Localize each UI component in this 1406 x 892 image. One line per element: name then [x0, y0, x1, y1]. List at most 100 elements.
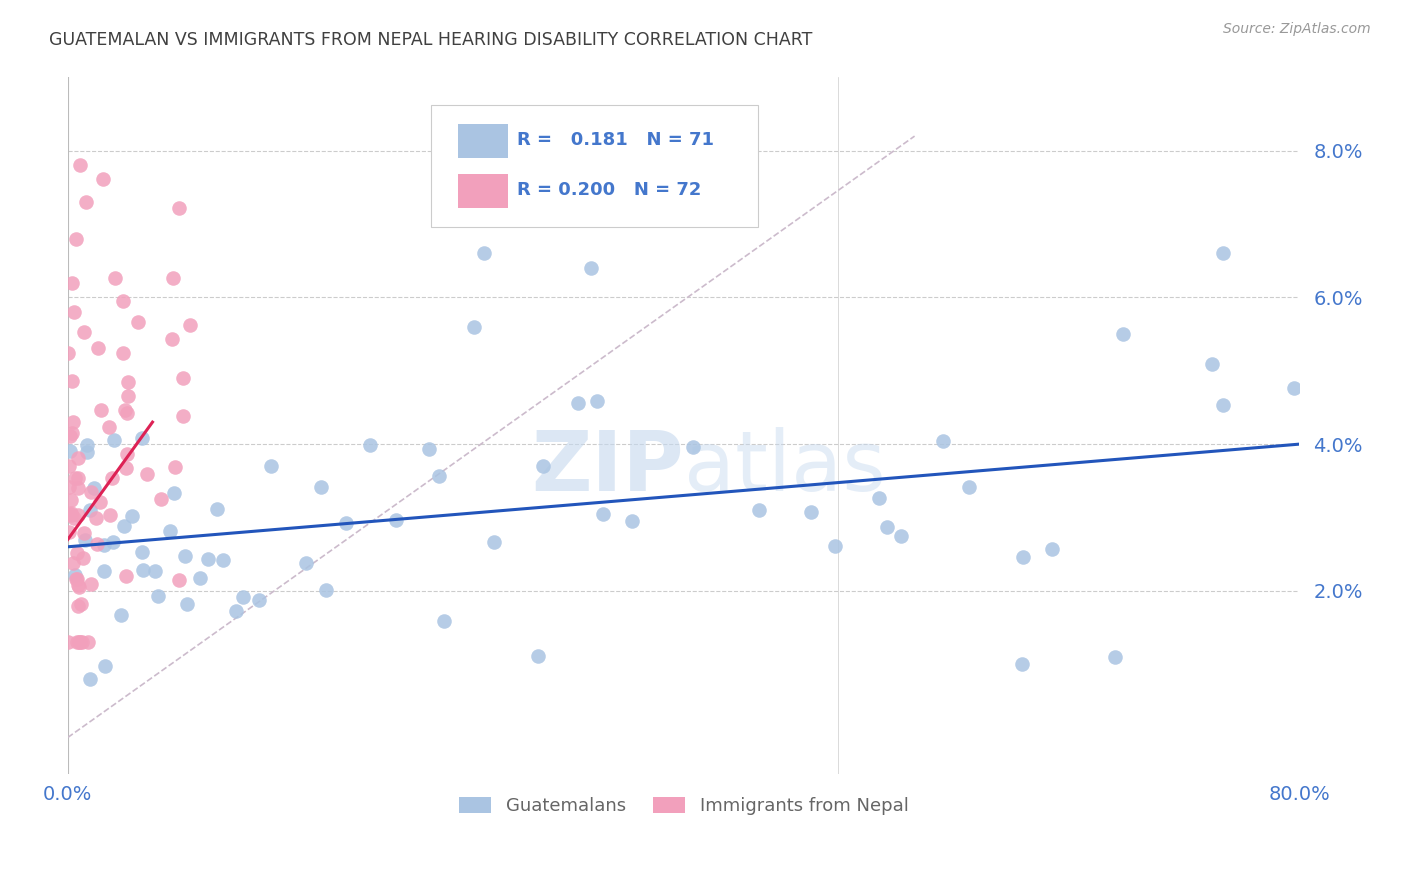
Point: [703, 210, 725, 224]
Point: [58, 459, 80, 474]
Point: [66, 599, 89, 614]
Point: [131, 545, 153, 559]
Point: [58, 480, 80, 494]
Point: [162, 270, 184, 285]
Point: [167, 573, 190, 587]
Text: Source: ZipAtlas.com: Source: ZipAtlas.com: [1223, 22, 1371, 37]
Point: [97, 419, 120, 434]
Point: [66, 508, 89, 522]
Point: [150, 492, 173, 507]
Point: [59, 508, 82, 522]
Text: R =   0.181   N = 71: R = 0.181 N = 71: [517, 131, 714, 149]
Point: [295, 556, 318, 570]
Point: [1201, 357, 1223, 371]
Point: [69, 635, 91, 649]
Point: [359, 438, 381, 452]
Text: GUATEMALAN VS IMMIGRANTS FROM NEPAL HEARING DISABILITY CORRELATION CHART: GUATEMALAN VS IMMIGRANTS FROM NEPAL HEAR…: [49, 31, 813, 49]
Point: [1104, 649, 1126, 664]
Point: [91, 172, 114, 186]
Point: [62, 415, 84, 429]
Point: [73, 533, 96, 547]
Point: [427, 469, 450, 483]
Point: [121, 509, 143, 524]
FancyBboxPatch shape: [432, 105, 758, 227]
Point: [247, 593, 270, 607]
Point: [63, 510, 86, 524]
Point: [132, 562, 155, 576]
Point: [932, 434, 955, 448]
Point: [117, 447, 139, 461]
Point: [75, 195, 97, 210]
Point: [76, 438, 98, 452]
Point: [103, 433, 125, 447]
Point: [188, 571, 211, 585]
Point: [115, 569, 138, 583]
Point: [169, 201, 191, 215]
Point: [163, 459, 186, 474]
Point: [115, 461, 138, 475]
Point: [60, 508, 83, 523]
Point: [58, 525, 80, 540]
Point: [93, 538, 115, 552]
Point: [66, 578, 89, 592]
Point: [79, 503, 101, 517]
Point: [67, 450, 90, 465]
Point: [110, 608, 132, 623]
Point: [197, 552, 219, 566]
Point: [59, 429, 82, 443]
Point: [73, 325, 96, 339]
Point: [212, 553, 235, 567]
Point: [567, 396, 589, 410]
Point: [56, 635, 79, 649]
Point: [104, 271, 127, 285]
Point: [527, 648, 550, 663]
Point: [1040, 542, 1063, 557]
Point: [79, 672, 101, 686]
Point: [60, 374, 83, 388]
Text: R = 0.200   N = 72: R = 0.200 N = 72: [517, 180, 702, 199]
Point: [80, 577, 103, 591]
Point: [76, 444, 98, 458]
Point: [621, 514, 644, 528]
Point: [131, 431, 153, 445]
Point: [800, 505, 823, 519]
Point: [176, 597, 198, 611]
Point: [748, 503, 770, 517]
Point: [83, 481, 105, 495]
Text: atlas: atlas: [683, 427, 886, 508]
Bar: [458, 124, 508, 158]
Point: [482, 535, 505, 549]
Point: [418, 442, 440, 456]
Point: [80, 485, 103, 500]
Point: [117, 389, 139, 403]
Point: [309, 480, 332, 494]
Bar: [458, 174, 508, 208]
Point: [385, 513, 408, 527]
Point: [115, 406, 138, 420]
Point: [60, 492, 83, 507]
Point: [585, 393, 607, 408]
Point: [72, 551, 94, 566]
Point: [90, 403, 112, 417]
Point: [67, 635, 90, 649]
Point: [463, 319, 485, 334]
Point: [70, 597, 93, 611]
Point: [1011, 549, 1033, 564]
Point: [93, 564, 115, 578]
Point: [1284, 381, 1306, 395]
Point: [335, 516, 357, 531]
Point: [65, 572, 87, 586]
Point: [112, 519, 135, 533]
Point: [66, 471, 89, 485]
Point: [433, 614, 456, 628]
Point: [581, 261, 603, 276]
Point: [876, 520, 898, 534]
Point: [101, 535, 124, 549]
Point: [260, 458, 283, 473]
Point: [67, 580, 90, 594]
Point: [225, 604, 247, 618]
Point: [70, 635, 93, 649]
Point: [111, 346, 134, 360]
Point: [472, 246, 495, 260]
Point: [162, 333, 184, 347]
